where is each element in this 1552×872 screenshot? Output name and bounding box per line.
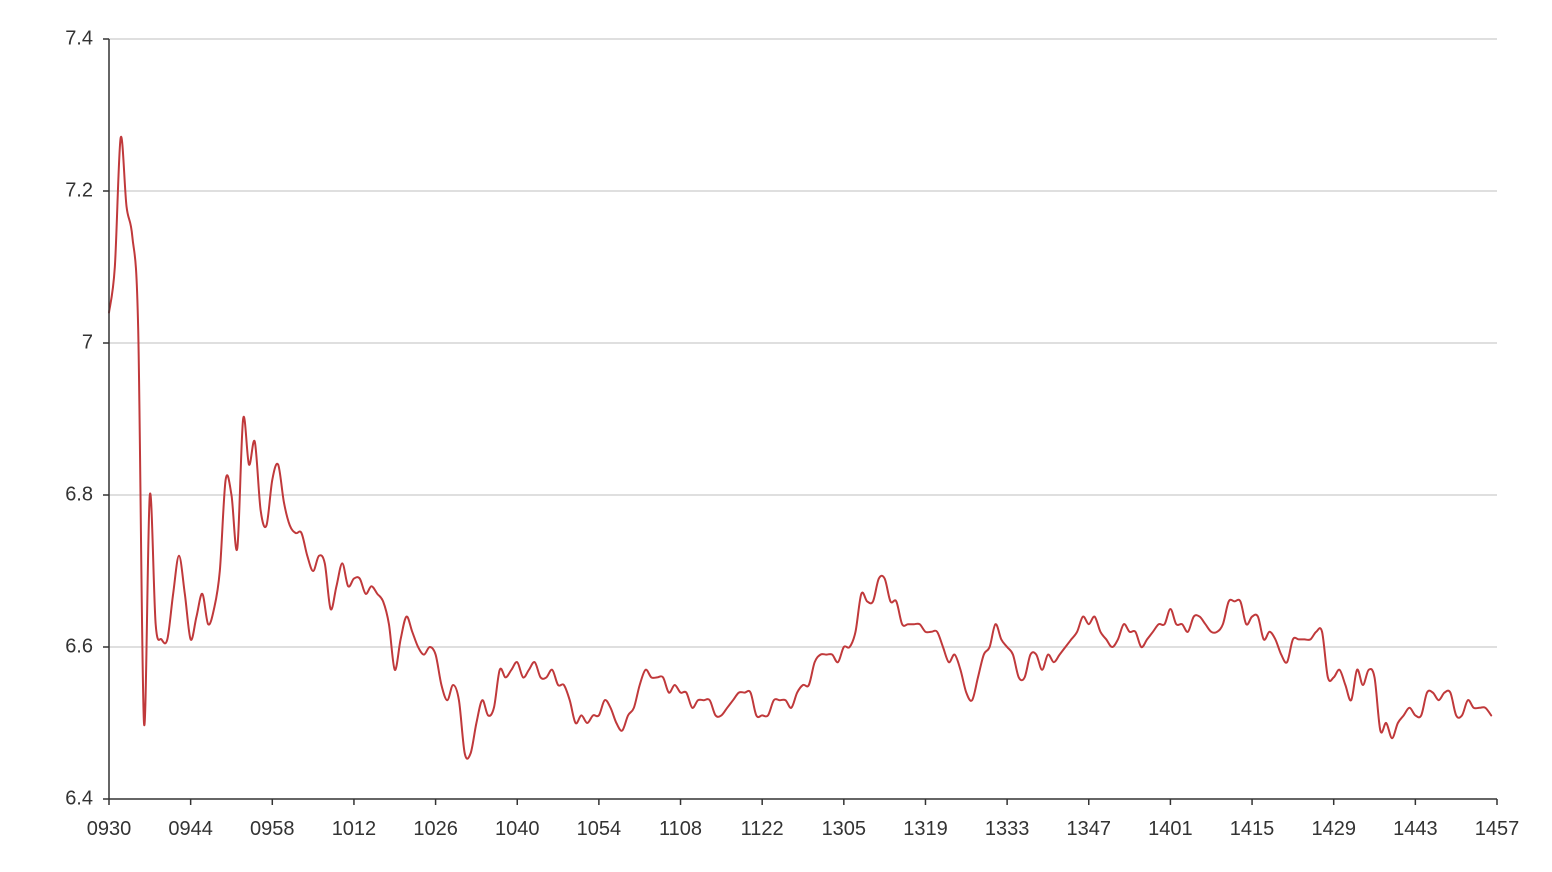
x-tick-label: 1122 [741, 818, 784, 840]
x-tick-label: 0958 [250, 818, 295, 840]
x-tick-label: 1347 [1067, 818, 1112, 840]
x-tick-label: 1108 [659, 818, 702, 840]
x-tick-label: 1054 [577, 818, 622, 840]
x-tick-label: 1305 [822, 818, 867, 840]
x-tick-label: 1026 [413, 818, 458, 840]
x-tick-label: 1429 [1311, 818, 1356, 840]
x-tick-label: 1457 [1475, 818, 1520, 840]
axes [103, 38, 1498, 805]
x-tick-label: 1333 [985, 818, 1030, 840]
y-tick-label: 6.8 [65, 483, 93, 505]
x-tick-label: 1040 [495, 818, 540, 840]
y-tick-label: 6.4 [65, 787, 93, 809]
x-tick-label: 1415 [1230, 818, 1275, 840]
y-tick-label: 6.6 [65, 635, 93, 657]
series-line [108, 135, 1493, 760]
y-tick-label: 7.4 [65, 27, 93, 49]
x-tick-label: 1401 [1148, 818, 1193, 840]
x-tick-label: 1319 [903, 818, 948, 840]
x-tick-label: 1443 [1393, 818, 1438, 840]
x-tick-label: 0944 [168, 818, 213, 840]
x-tick-label: 0930 [87, 818, 132, 840]
series-layer [108, 135, 1493, 760]
tick-labels: 6.4 6.6 6.8 7 7.2 7.4 0930 0944 0958 1012 1026 1040… [65, 27, 1519, 840]
grid-lines [109, 38, 1497, 648]
x-tick-label: 1012 [332, 818, 377, 840]
y-tick-label: 7 [82, 331, 93, 353]
y-tick-label: 7.2 [65, 179, 93, 201]
